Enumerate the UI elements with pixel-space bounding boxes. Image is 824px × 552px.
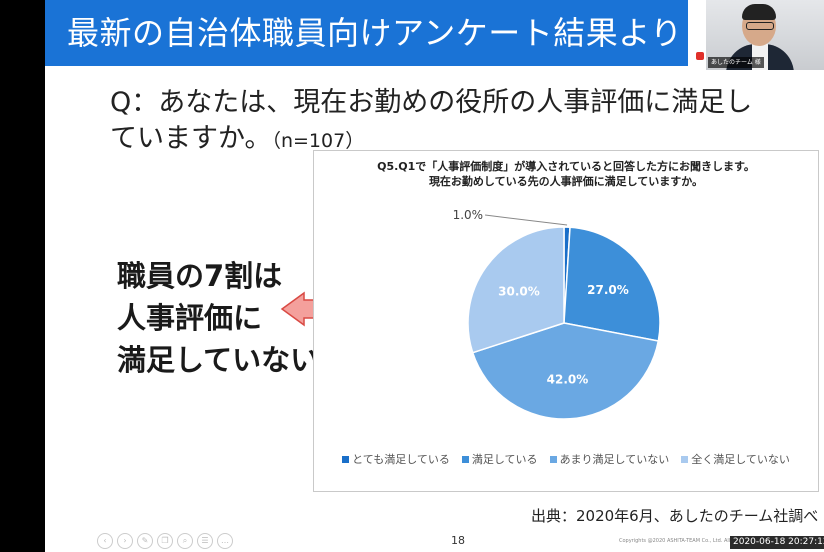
legend-item: 全く満足していない: [681, 451, 790, 467]
presentation-toolbar: ‹ › ✎ ❐ ⌕ ☰…: [97, 533, 233, 549]
key-message-line: 人事評価に: [117, 301, 263, 335]
pie-slice: [563, 226, 661, 342]
presentation-slide: 最新の自治体職員向けアンケート結果より Q：あなたは、現在お勤めの役所の人事評価…: [45, 0, 824, 552]
person-hair: [742, 4, 776, 20]
more-icon[interactable]: …: [217, 533, 233, 549]
data-label: 1.0%: [453, 208, 484, 222]
question-line-2: ていますか。（n=107）: [110, 116, 364, 155]
legend-swatch: [681, 455, 689, 463]
pie-slice: [471, 322, 660, 420]
legend-label: とても満足している: [352, 453, 450, 466]
left-black-strip: [0, 0, 45, 552]
question-line-2-text: ていますか。: [110, 123, 272, 154]
legend-swatch: [461, 455, 469, 463]
participant-name-tag: あしたのチーム 様: [708, 57, 764, 68]
copy-icon[interactable]: ❐: [157, 533, 173, 549]
page-number: 18: [451, 534, 465, 547]
chart-legend: とても満足している 満足している あまり満足していない 全く満足していない: [314, 451, 818, 467]
key-message-line: 職員の7割は: [117, 259, 283, 293]
data-label: 27.0%: [587, 283, 629, 297]
title-bar: 最新の自治体職員向けアンケート結果より: [45, 0, 688, 66]
pie-chart-panel: Q5.Q1で「人事評価制度」が導入されていると回答した方にお聞きします。 現在お…: [313, 150, 819, 492]
back-icon[interactable]: ‹: [97, 533, 113, 549]
legend-label: 満足している: [471, 453, 538, 466]
source-note: 出典：2020年6月、あしたのチーム社調べ: [531, 507, 819, 525]
pie-slice: [467, 226, 565, 354]
sample-size: （n=107）: [271, 130, 365, 152]
question-line-1: Q：あなたは、現在お勤めの役所の人事評価に満足し: [110, 87, 753, 118]
legend-item: 満足している: [461, 451, 538, 467]
leader-line: [485, 214, 568, 226]
menu-icon[interactable]: ☰: [197, 533, 213, 549]
chart-title: Q5.Q1で「人事評価制度」が導入されていると回答した方にお聞きします。 現在お…: [314, 159, 818, 189]
forward-icon[interactable]: ›: [117, 533, 133, 549]
recording-timestamp: 2020-06-18 20:27:12: [730, 536, 824, 549]
zoom-icon[interactable]: ⌕: [177, 533, 193, 549]
legend-swatch: [342, 455, 350, 463]
legend-item: とても満足している: [342, 451, 450, 467]
pie-chart: 1.0% 27.0% 42.0% 30.0%: [453, 208, 661, 420]
legend-swatch: [549, 455, 557, 463]
person-glasses: [746, 22, 774, 30]
red-logo-mark: [696, 52, 704, 60]
slide-title: 最新の自治体職員向けアンケート結果より: [67, 14, 683, 52]
pen-icon[interactable]: ✎: [137, 533, 153, 549]
participant-video[interactable]: あしたのチーム 様: [706, 0, 824, 70]
legend-item: あまり満足していない: [549, 451, 670, 467]
data-label: 42.0%: [547, 373, 589, 387]
key-message: 職員の7割は 人事評価に 満足していない！: [117, 255, 348, 381]
legend-label: 全く満足していない: [691, 453, 790, 466]
legend-label: あまり満足していない: [559, 453, 670, 466]
key-message-line: 満足していない！: [117, 343, 349, 377]
data-label: 30.0%: [498, 284, 540, 298]
chart-title-line-1: Q5.Q1で「人事評価制度」が導入されていると回答した方にお聞きします。: [377, 160, 755, 173]
copyright-text: Copyrights @2020 ASHITA-TEAM Co., Ltd. A…: [619, 538, 774, 544]
chart-title-line-2: 現在お勤めしている先の人事評価に満足していますか。: [428, 175, 704, 188]
